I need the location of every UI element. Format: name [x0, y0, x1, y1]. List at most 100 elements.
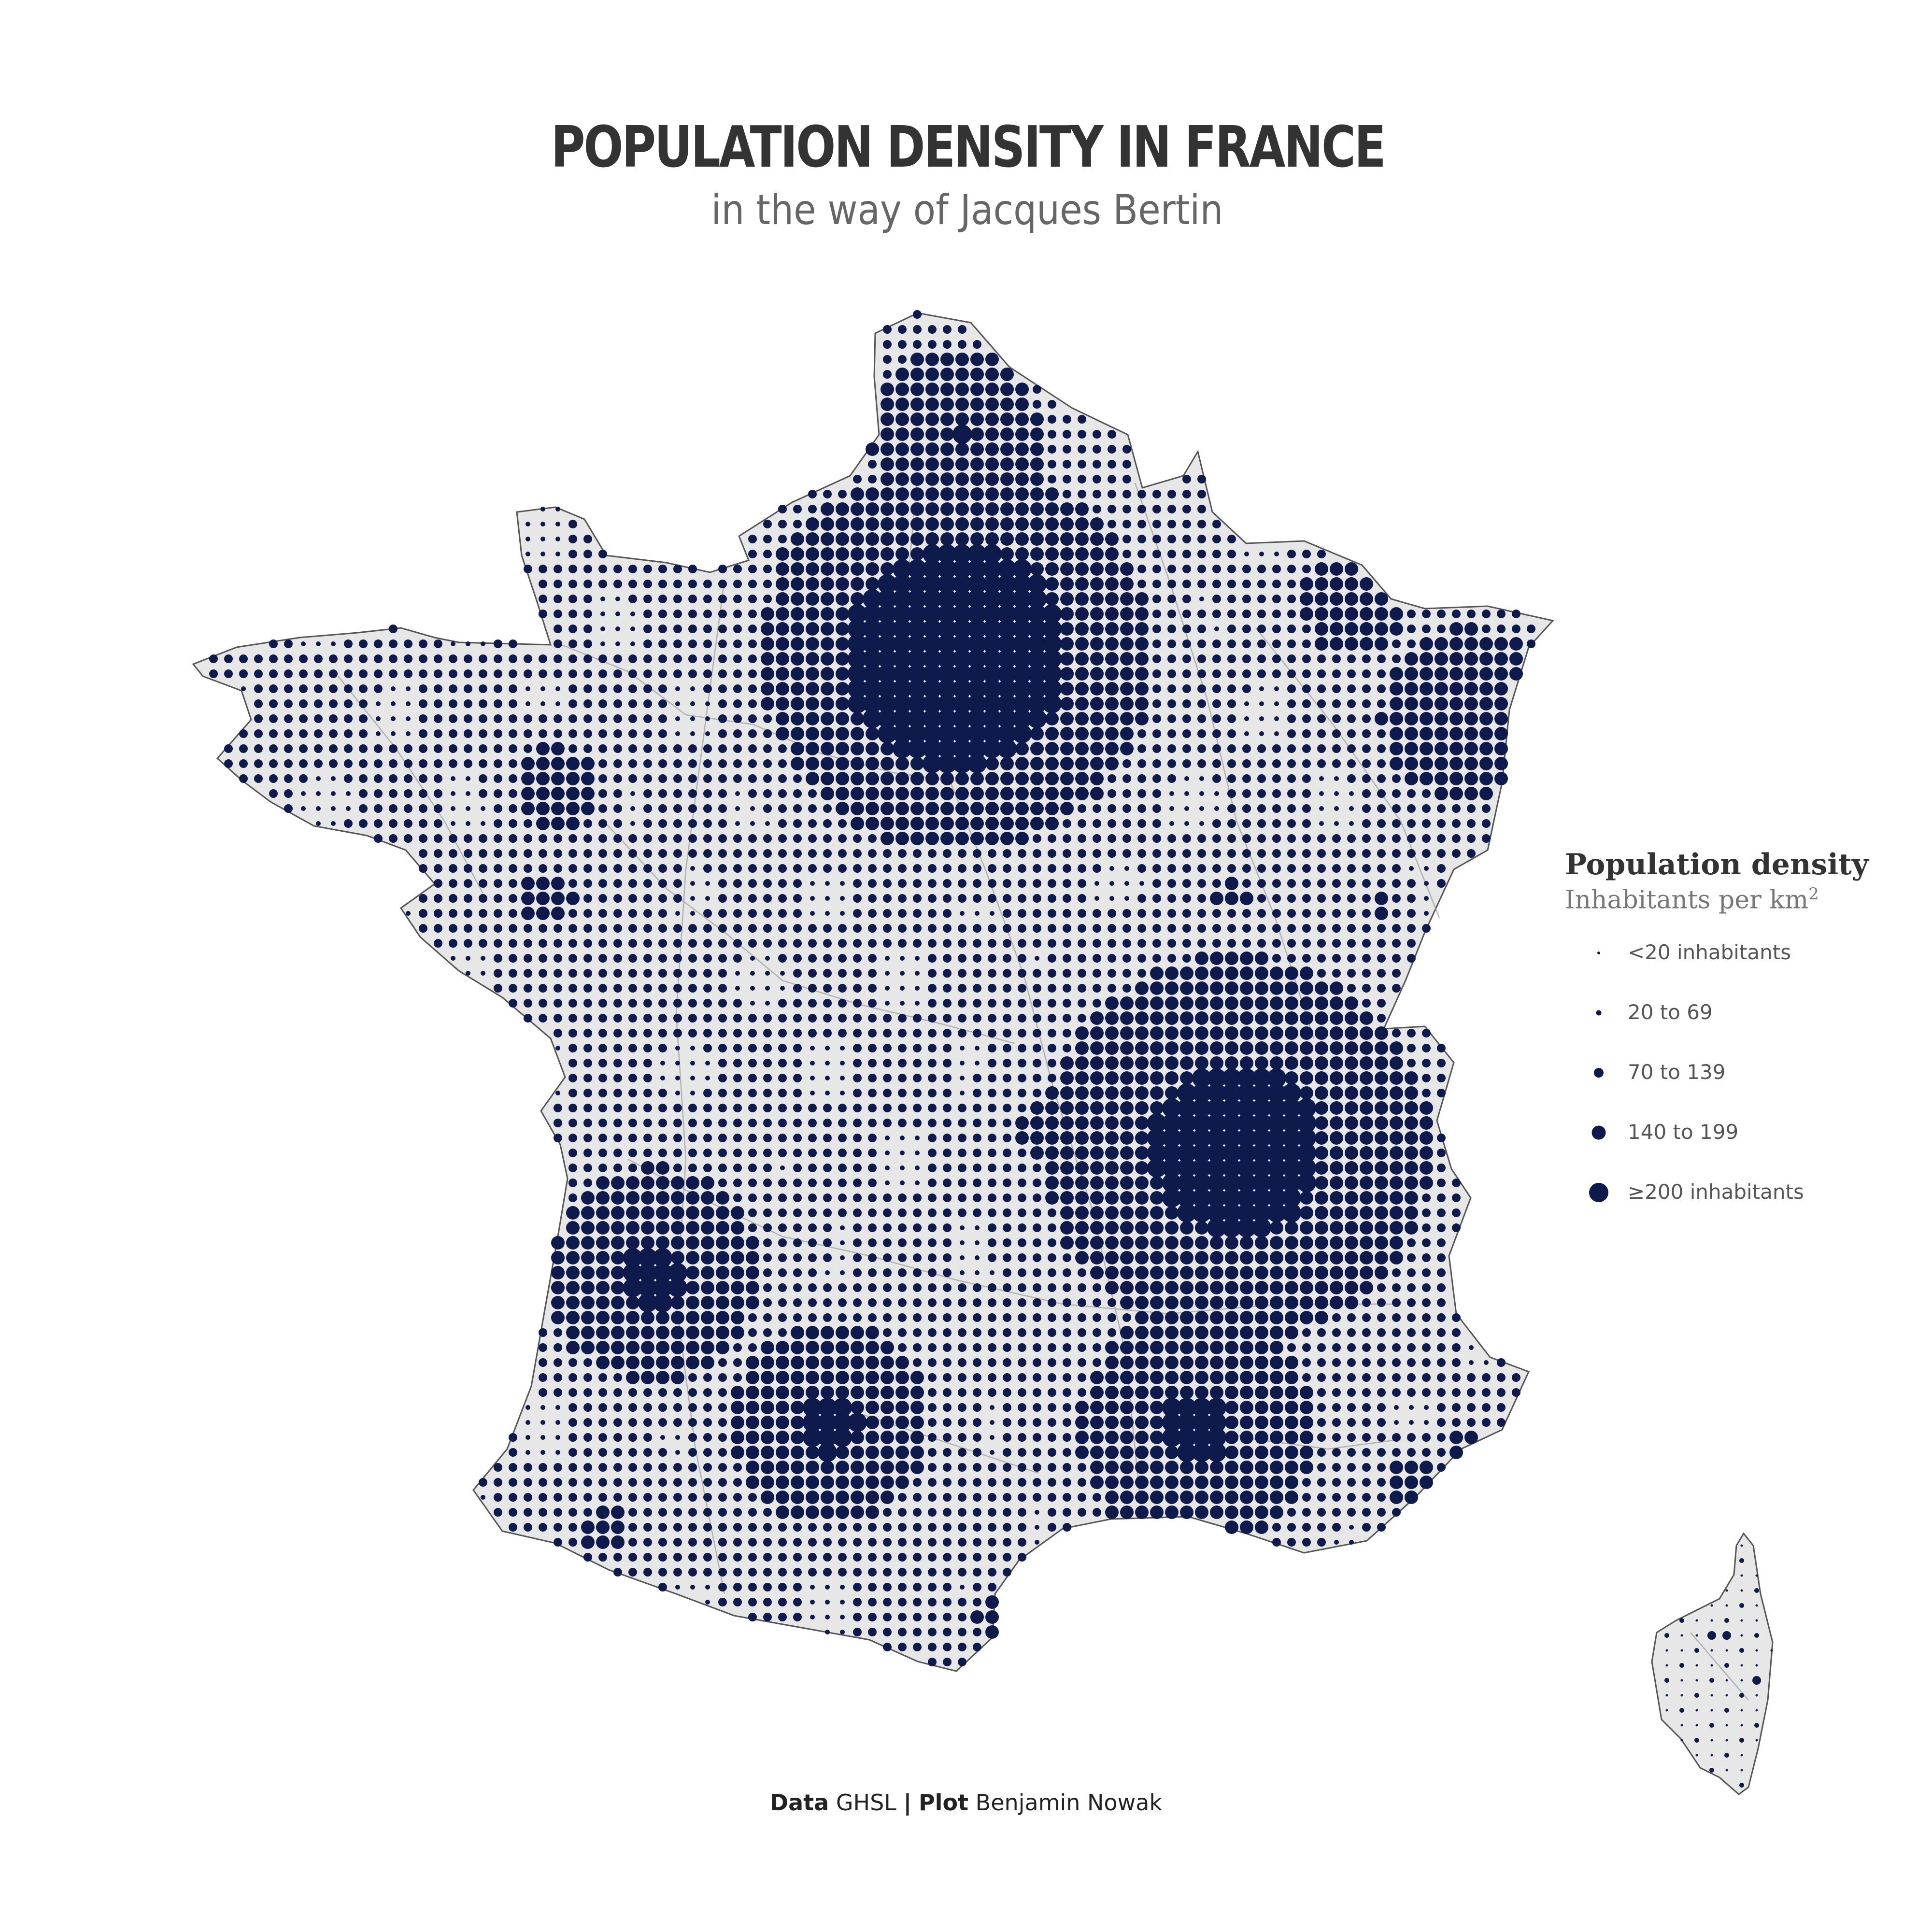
density-dot: [973, 1538, 981, 1547]
density-dot: [1332, 834, 1341, 843]
density-dot: [791, 1356, 804, 1369]
density-dot: [821, 1506, 834, 1519]
density-dot: [1362, 1448, 1371, 1457]
density-dot: [1033, 1388, 1041, 1397]
density-dot: [479, 1478, 487, 1487]
density-dot: [1315, 1266, 1328, 1279]
density-dot: [928, 909, 937, 918]
density-dot: [554, 924, 562, 933]
density-dot: [1003, 1044, 1011, 1052]
density-dot: [821, 577, 834, 591]
density-dot: [1362, 834, 1371, 843]
density-dot: [1137, 834, 1146, 843]
density-dot: [526, 1405, 530, 1410]
density-dot: [943, 1253, 952, 1262]
density-dot: [1437, 1283, 1446, 1292]
density-dot: [1075, 1206, 1089, 1220]
density-dot: [1282, 1203, 1301, 1222]
density-dot: [868, 1193, 877, 1202]
density-dot: [1255, 1341, 1268, 1354]
density-dot: [1287, 774, 1296, 783]
density-dot: [913, 1328, 922, 1337]
density-dot: [1422, 1328, 1431, 1337]
density-dot: [596, 1236, 610, 1250]
density-dot: [613, 909, 622, 918]
density-dot: [598, 864, 607, 873]
density-dot: [583, 894, 592, 903]
density-dot: [1227, 939, 1236, 948]
density-dot: [1122, 550, 1131, 558]
density-dot: [838, 1538, 847, 1547]
density-dot: [1377, 1283, 1386, 1292]
density-dot: [1180, 1386, 1193, 1399]
density-dot: [1317, 654, 1326, 663]
density-dot: [1285, 966, 1298, 980]
density-dot: [750, 956, 755, 961]
density-dot: [1003, 1538, 1011, 1547]
density-dot: [568, 1538, 577, 1547]
density-dot: [990, 1405, 994, 1410]
density-dot: [1182, 505, 1191, 513]
density-dot: [1063, 1388, 1071, 1397]
density-dot: [494, 759, 502, 768]
density-dot: [449, 879, 457, 888]
density-dot: [863, 664, 882, 683]
density-dot: [451, 956, 455, 961]
density-dot: [1137, 520, 1146, 528]
density-dot: [673, 1149, 682, 1157]
density-dot: [1075, 667, 1089, 681]
density-dot: [958, 924, 966, 933]
density-dot: [1420, 1146, 1433, 1160]
density-dot: [554, 984, 562, 993]
density-dot: [1362, 864, 1371, 873]
density-dot: [1048, 984, 1056, 993]
density-dot: [1180, 996, 1193, 1010]
density-dot: [554, 969, 562, 978]
density-dot: [374, 639, 383, 648]
density-dot: [466, 971, 470, 976]
density-dot: [825, 896, 830, 901]
density-dot: [1167, 550, 1176, 558]
density-dot: [791, 562, 804, 576]
density-dot: [1332, 909, 1341, 918]
density-dot: [613, 759, 622, 768]
density-dot: [551, 757, 565, 770]
density-dot: [1033, 1403, 1041, 1412]
density-dot: [1317, 1433, 1326, 1442]
density-dot: [479, 924, 487, 933]
density-dot: [1332, 894, 1341, 903]
density-dot: [703, 1493, 712, 1502]
density-dot: [673, 1029, 682, 1037]
density-dot: [1449, 637, 1463, 651]
density-dot: [1315, 1131, 1328, 1145]
density-dot: [821, 517, 834, 531]
density-dot: [1242, 849, 1251, 858]
density-dot: [673, 580, 682, 588]
density-dot: [718, 984, 727, 993]
density-dot: [391, 701, 396, 706]
density-dot: [1302, 954, 1311, 963]
density-dot: [481, 1495, 485, 1500]
density-dot: [866, 1461, 879, 1474]
density-dot: [780, 971, 785, 976]
density-dot: [1093, 924, 1101, 933]
density-dot: [598, 924, 607, 933]
density-dot: [748, 1089, 757, 1097]
density-dot: [718, 1478, 727, 1487]
legend-label: 70 to 139: [1628, 1060, 1726, 1084]
density-dot: [568, 999, 577, 1008]
density-dot: [1210, 1011, 1223, 1025]
density-dot: [1332, 699, 1341, 708]
density-dot: [1479, 757, 1493, 770]
density-dot: [915, 986, 920, 991]
density-dot: [1135, 697, 1149, 710]
density-dot: [806, 1371, 819, 1384]
density-dot: [973, 1208, 981, 1217]
density-dot: [1182, 520, 1191, 528]
density-dot: [1120, 697, 1134, 710]
density-dot: [1063, 1493, 1071, 1502]
density-dot: [883, 1313, 892, 1322]
density-dot: [1225, 1251, 1238, 1264]
density-dot: [1075, 1101, 1089, 1115]
density-dot: [928, 984, 937, 993]
